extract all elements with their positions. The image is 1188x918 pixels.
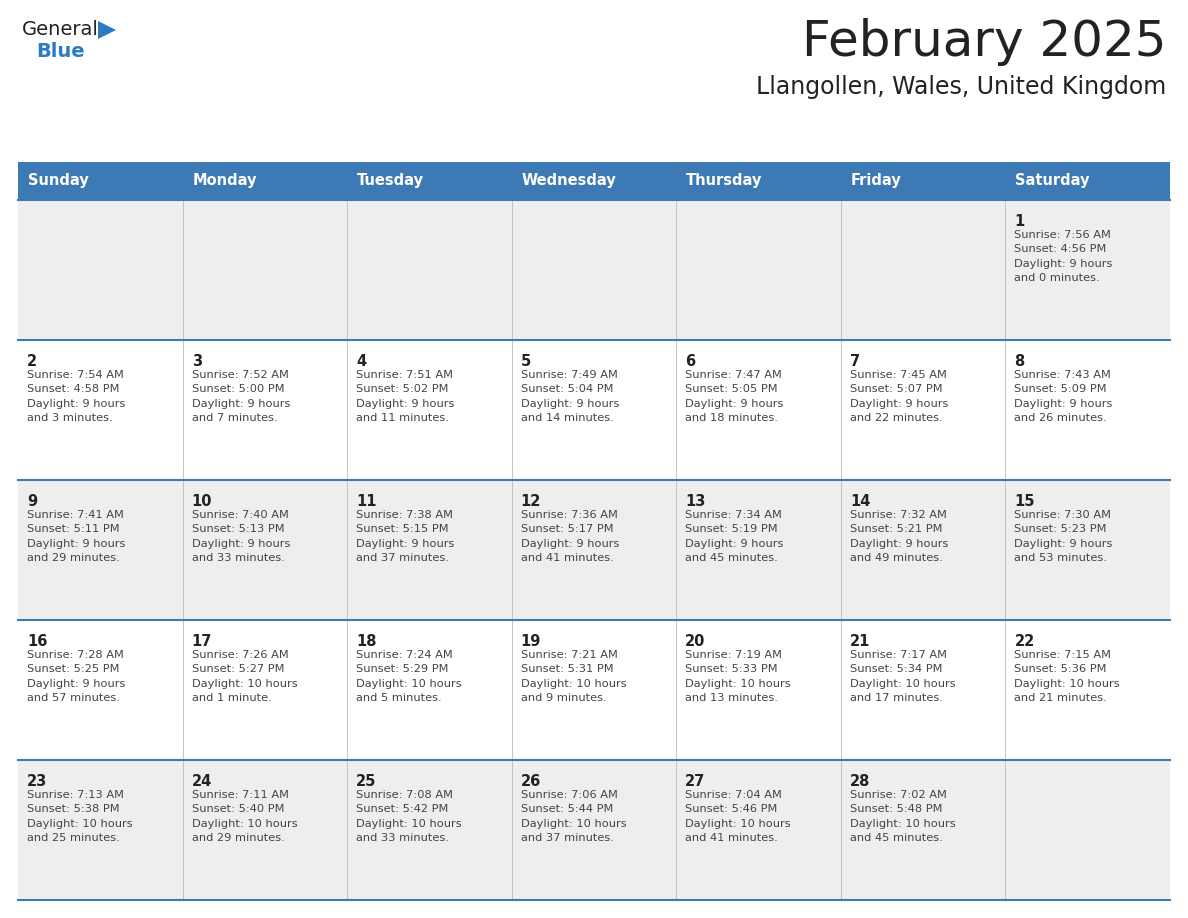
Text: Sunrise: 7:13 AM
Sunset: 5:38 PM
Daylight: 10 hours
and 25 minutes.: Sunrise: 7:13 AM Sunset: 5:38 PM Dayligh… xyxy=(27,790,133,844)
Text: Monday: Monday xyxy=(192,174,257,188)
Text: 1: 1 xyxy=(1015,214,1025,229)
Text: Saturday: Saturday xyxy=(1016,174,1089,188)
Text: Sunrise: 7:49 AM
Sunset: 5:04 PM
Daylight: 9 hours
and 14 minutes.: Sunrise: 7:49 AM Sunset: 5:04 PM Dayligh… xyxy=(520,370,619,423)
Text: Sunrise: 7:36 AM
Sunset: 5:17 PM
Daylight: 9 hours
and 41 minutes.: Sunrise: 7:36 AM Sunset: 5:17 PM Dayligh… xyxy=(520,510,619,564)
Text: Llangollen, Wales, United Kingdom: Llangollen, Wales, United Kingdom xyxy=(756,75,1165,99)
Text: 17: 17 xyxy=(191,634,211,649)
Text: 10: 10 xyxy=(191,494,213,509)
Text: General: General xyxy=(23,20,99,39)
Text: Thursday: Thursday xyxy=(687,174,763,188)
Text: Sunrise: 7:41 AM
Sunset: 5:11 PM
Daylight: 9 hours
and 29 minutes.: Sunrise: 7:41 AM Sunset: 5:11 PM Dayligh… xyxy=(27,510,126,564)
Text: 2: 2 xyxy=(27,354,37,369)
Text: 8: 8 xyxy=(1015,354,1025,369)
Text: 16: 16 xyxy=(27,634,48,649)
Bar xyxy=(18,620,1170,760)
Bar xyxy=(18,760,1170,900)
Text: 20: 20 xyxy=(685,634,706,649)
Bar xyxy=(347,162,512,200)
Text: 19: 19 xyxy=(520,634,541,649)
Text: 28: 28 xyxy=(849,774,871,789)
Text: Sunrise: 7:43 AM
Sunset: 5:09 PM
Daylight: 9 hours
and 26 minutes.: Sunrise: 7:43 AM Sunset: 5:09 PM Dayligh… xyxy=(1015,370,1113,423)
Text: 5: 5 xyxy=(520,354,531,369)
Text: 9: 9 xyxy=(27,494,37,509)
Bar xyxy=(676,162,841,200)
Polygon shape xyxy=(97,21,116,39)
Text: 6: 6 xyxy=(685,354,695,369)
Text: 24: 24 xyxy=(191,774,211,789)
Text: 22: 22 xyxy=(1015,634,1035,649)
Text: Sunrise: 7:19 AM
Sunset: 5:33 PM
Daylight: 10 hours
and 13 minutes.: Sunrise: 7:19 AM Sunset: 5:33 PM Dayligh… xyxy=(685,650,791,703)
Text: Sunrise: 7:30 AM
Sunset: 5:23 PM
Daylight: 9 hours
and 53 minutes.: Sunrise: 7:30 AM Sunset: 5:23 PM Dayligh… xyxy=(1015,510,1113,564)
Bar xyxy=(183,162,347,200)
Bar xyxy=(18,480,1170,620)
Text: Sunrise: 7:38 AM
Sunset: 5:15 PM
Daylight: 9 hours
and 37 minutes.: Sunrise: 7:38 AM Sunset: 5:15 PM Dayligh… xyxy=(356,510,455,564)
Text: 21: 21 xyxy=(849,634,871,649)
Text: 18: 18 xyxy=(356,634,377,649)
Text: Sunrise: 7:45 AM
Sunset: 5:07 PM
Daylight: 9 hours
and 22 minutes.: Sunrise: 7:45 AM Sunset: 5:07 PM Dayligh… xyxy=(849,370,948,423)
Bar xyxy=(18,200,1170,340)
Text: 11: 11 xyxy=(356,494,377,509)
Text: Sunrise: 7:08 AM
Sunset: 5:42 PM
Daylight: 10 hours
and 33 minutes.: Sunrise: 7:08 AM Sunset: 5:42 PM Dayligh… xyxy=(356,790,462,844)
Text: Sunday: Sunday xyxy=(29,174,89,188)
Text: Sunrise: 7:34 AM
Sunset: 5:19 PM
Daylight: 9 hours
and 45 minutes.: Sunrise: 7:34 AM Sunset: 5:19 PM Dayligh… xyxy=(685,510,784,564)
Text: Wednesday: Wednesday xyxy=(522,174,617,188)
Text: Sunrise: 7:51 AM
Sunset: 5:02 PM
Daylight: 9 hours
and 11 minutes.: Sunrise: 7:51 AM Sunset: 5:02 PM Dayligh… xyxy=(356,370,455,423)
Text: 14: 14 xyxy=(849,494,871,509)
Text: 27: 27 xyxy=(685,774,706,789)
Text: 25: 25 xyxy=(356,774,377,789)
Text: Sunrise: 7:04 AM
Sunset: 5:46 PM
Daylight: 10 hours
and 41 minutes.: Sunrise: 7:04 AM Sunset: 5:46 PM Dayligh… xyxy=(685,790,791,844)
Text: Sunrise: 7:32 AM
Sunset: 5:21 PM
Daylight: 9 hours
and 49 minutes.: Sunrise: 7:32 AM Sunset: 5:21 PM Dayligh… xyxy=(849,510,948,564)
Text: Blue: Blue xyxy=(36,42,84,61)
Text: 7: 7 xyxy=(849,354,860,369)
Bar xyxy=(512,162,676,200)
Text: 4: 4 xyxy=(356,354,366,369)
Text: Friday: Friday xyxy=(851,174,902,188)
Bar xyxy=(18,340,1170,480)
Text: 13: 13 xyxy=(685,494,706,509)
Text: 12: 12 xyxy=(520,494,541,509)
Text: Sunrise: 7:47 AM
Sunset: 5:05 PM
Daylight: 9 hours
and 18 minutes.: Sunrise: 7:47 AM Sunset: 5:05 PM Dayligh… xyxy=(685,370,784,423)
Text: Sunrise: 7:52 AM
Sunset: 5:00 PM
Daylight: 9 hours
and 7 minutes.: Sunrise: 7:52 AM Sunset: 5:00 PM Dayligh… xyxy=(191,370,290,423)
Text: 23: 23 xyxy=(27,774,48,789)
Text: Tuesday: Tuesday xyxy=(358,174,424,188)
Bar xyxy=(1005,162,1170,200)
Text: Sunrise: 7:02 AM
Sunset: 5:48 PM
Daylight: 10 hours
and 45 minutes.: Sunrise: 7:02 AM Sunset: 5:48 PM Dayligh… xyxy=(849,790,955,844)
Text: 15: 15 xyxy=(1015,494,1035,509)
Text: Sunrise: 7:15 AM
Sunset: 5:36 PM
Daylight: 10 hours
and 21 minutes.: Sunrise: 7:15 AM Sunset: 5:36 PM Dayligh… xyxy=(1015,650,1120,703)
Bar xyxy=(841,162,1005,200)
Text: Sunrise: 7:40 AM
Sunset: 5:13 PM
Daylight: 9 hours
and 33 minutes.: Sunrise: 7:40 AM Sunset: 5:13 PM Dayligh… xyxy=(191,510,290,564)
Text: Sunrise: 7:26 AM
Sunset: 5:27 PM
Daylight: 10 hours
and 1 minute.: Sunrise: 7:26 AM Sunset: 5:27 PM Dayligh… xyxy=(191,650,297,703)
Text: Sunrise: 7:54 AM
Sunset: 4:58 PM
Daylight: 9 hours
and 3 minutes.: Sunrise: 7:54 AM Sunset: 4:58 PM Dayligh… xyxy=(27,370,126,423)
Text: Sunrise: 7:56 AM
Sunset: 4:56 PM
Daylight: 9 hours
and 0 minutes.: Sunrise: 7:56 AM Sunset: 4:56 PM Dayligh… xyxy=(1015,230,1113,283)
Text: Sunrise: 7:28 AM
Sunset: 5:25 PM
Daylight: 9 hours
and 57 minutes.: Sunrise: 7:28 AM Sunset: 5:25 PM Dayligh… xyxy=(27,650,126,703)
Bar xyxy=(18,162,183,200)
Text: 3: 3 xyxy=(191,354,202,369)
Text: Sunrise: 7:17 AM
Sunset: 5:34 PM
Daylight: 10 hours
and 17 minutes.: Sunrise: 7:17 AM Sunset: 5:34 PM Dayligh… xyxy=(849,650,955,703)
Text: February 2025: February 2025 xyxy=(802,18,1165,66)
Text: 26: 26 xyxy=(520,774,541,789)
Text: Sunrise: 7:06 AM
Sunset: 5:44 PM
Daylight: 10 hours
and 37 minutes.: Sunrise: 7:06 AM Sunset: 5:44 PM Dayligh… xyxy=(520,790,626,844)
Text: Sunrise: 7:21 AM
Sunset: 5:31 PM
Daylight: 10 hours
and 9 minutes.: Sunrise: 7:21 AM Sunset: 5:31 PM Dayligh… xyxy=(520,650,626,703)
Text: Sunrise: 7:11 AM
Sunset: 5:40 PM
Daylight: 10 hours
and 29 minutes.: Sunrise: 7:11 AM Sunset: 5:40 PM Dayligh… xyxy=(191,790,297,844)
Text: Sunrise: 7:24 AM
Sunset: 5:29 PM
Daylight: 10 hours
and 5 minutes.: Sunrise: 7:24 AM Sunset: 5:29 PM Dayligh… xyxy=(356,650,462,703)
